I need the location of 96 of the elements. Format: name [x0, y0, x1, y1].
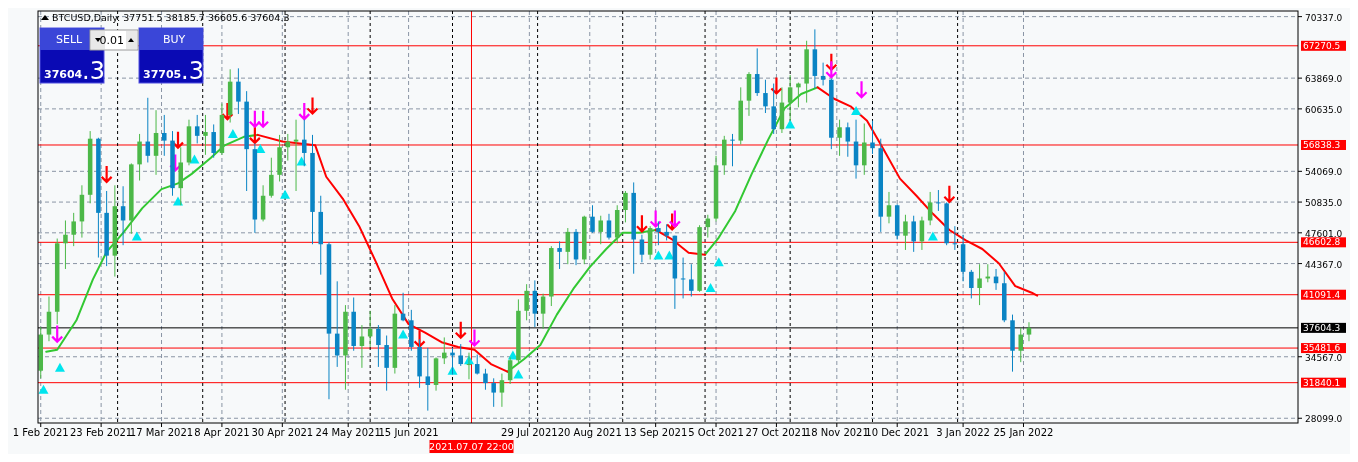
candlestick — [483, 368, 488, 391]
ref-line-label: 37604.3 — [1303, 323, 1341, 334]
candlestick — [194, 114, 200, 144]
candlestick — [384, 335, 389, 392]
point — [131, 231, 142, 241]
ref-line-label: 31840.1 — [1303, 377, 1341, 388]
candlestick — [837, 119, 842, 157]
x-tick-label: 8 Apr 2021 — [194, 427, 250, 438]
candlestick — [623, 190, 628, 223]
candlestick — [1026, 321, 1032, 342]
candlestick — [162, 114, 167, 157]
point — [713, 257, 724, 267]
candlestick — [911, 215, 916, 253]
annotation: 0.01 — [99, 34, 124, 47]
x-tick-label: 13 Sep 2021 — [623, 427, 688, 438]
point — [705, 282, 716, 292]
y-tick-label: 63869.0 — [1305, 74, 1343, 85]
point — [189, 154, 200, 164]
candlestick — [903, 214, 908, 251]
point — [280, 189, 291, 199]
candlestick — [376, 324, 381, 368]
ref-line-label: 67270.5 — [1303, 40, 1341, 51]
point — [227, 128, 238, 138]
x-tick-label: 15 Jun 2021 — [378, 427, 439, 438]
candlestick — [886, 191, 892, 224]
x-tick-label: 25 Jan 2022 — [993, 427, 1054, 438]
candlestick — [606, 213, 612, 240]
candlestick — [491, 377, 496, 408]
x-tick-label: 29 Jul 2021 — [501, 427, 558, 438]
y-tick-label: 44367.0 — [1305, 259, 1343, 270]
candlestick — [1018, 327, 1024, 363]
candlestick — [458, 343, 464, 367]
point — [54, 362, 65, 372]
y-tick-label: 47601.0 — [1305, 228, 1343, 239]
candlestick — [557, 240, 562, 270]
annotation: SELL — [56, 33, 84, 46]
candlestick — [862, 122, 867, 176]
x-tick-label: 5 Oct 2021 — [688, 427, 744, 438]
x-tick-label: 24 May 2021 — [315, 427, 381, 438]
candlestick — [870, 120, 875, 155]
candlestick — [771, 83, 776, 135]
y-tick-label: 28099.0 — [1305, 414, 1343, 425]
candlestick — [236, 67, 241, 115]
candlestick — [977, 263, 982, 306]
candlestick — [269, 157, 274, 199]
y-tick-label: 50835.0 — [1305, 198, 1343, 209]
y-tick-label: 70337.0 — [1305, 12, 1343, 23]
candlestick — [590, 204, 595, 234]
annotation: 37604 — [44, 68, 83, 81]
x-tick-label: 20 Aug 2021 — [557, 427, 622, 438]
candlestick — [499, 373, 505, 408]
ref-line-label: 56838.3 — [1303, 140, 1341, 151]
x-tick-label: 10 Dec 2021 — [865, 427, 930, 438]
candlestick — [359, 324, 365, 369]
candlestick — [63, 219, 68, 270]
candlestick — [936, 189, 941, 212]
annotation: BUY — [163, 33, 186, 46]
candlestick — [442, 336, 447, 365]
candlestick — [730, 133, 735, 167]
candlestick — [211, 123, 216, 159]
candlestick — [969, 269, 974, 299]
candlestick — [137, 133, 142, 182]
annotation: .3 — [181, 57, 204, 85]
annotation: 37705 — [143, 68, 182, 81]
candlestick — [302, 119, 307, 167]
candlestick — [845, 122, 851, 158]
candlestick — [689, 263, 694, 298]
candlestick — [203, 114, 208, 156]
ref-line-label: 35481.6 — [1303, 343, 1341, 354]
y-tick-label: 34567.0 — [1305, 352, 1343, 363]
point — [38, 384, 49, 394]
annotation: .3 — [82, 57, 105, 85]
point — [927, 231, 938, 241]
candlestick — [763, 79, 768, 114]
point — [653, 250, 664, 260]
ref-line-label: 41091.4 — [1303, 289, 1341, 300]
ref-line-label: 2021.07.07 22:00 — [429, 441, 514, 452]
candlestick — [474, 354, 480, 376]
chart-title: BTCUSD,Daily: 37751.5 38185.7 36605.6 37604.3 — [52, 12, 290, 23]
candlestick — [425, 347, 431, 412]
y-tick-label: 60635.0 — [1305, 105, 1343, 116]
x-tick-label: 3 Jan 2022 — [936, 427, 990, 438]
x-tick-label: 1 Feb 2021 — [12, 427, 69, 438]
point — [635, 214, 649, 233]
candlestick — [524, 283, 529, 321]
point — [851, 106, 862, 116]
ref-line-label: 46602.8 — [1303, 237, 1341, 248]
candlestick — [820, 62, 826, 86]
candlestick — [71, 212, 76, 247]
candlestick — [656, 220, 661, 246]
candlestick — [639, 234, 645, 263]
candlestick — [598, 215, 604, 245]
point — [513, 369, 524, 379]
x-tick-label: 30 Apr 2021 — [251, 427, 314, 438]
point — [398, 329, 409, 339]
y-tick-label: 54069.0 — [1305, 167, 1343, 178]
